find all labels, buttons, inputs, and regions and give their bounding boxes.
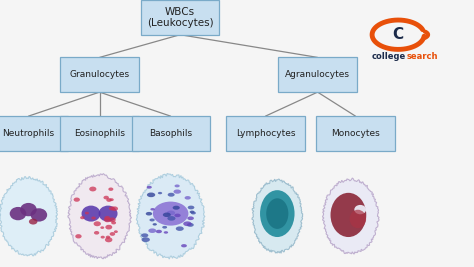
Ellipse shape — [82, 206, 100, 222]
Ellipse shape — [80, 216, 85, 219]
Polygon shape — [322, 178, 379, 254]
Ellipse shape — [350, 210, 366, 228]
Ellipse shape — [73, 198, 80, 202]
Ellipse shape — [191, 212, 196, 214]
Polygon shape — [0, 176, 57, 256]
Ellipse shape — [147, 193, 155, 197]
Ellipse shape — [109, 187, 113, 191]
Ellipse shape — [156, 230, 162, 233]
Ellipse shape — [105, 237, 112, 242]
Ellipse shape — [190, 211, 194, 213]
Ellipse shape — [93, 221, 101, 226]
Ellipse shape — [181, 244, 187, 248]
Text: Granulocytes: Granulocytes — [70, 70, 129, 79]
Ellipse shape — [158, 192, 162, 194]
FancyBboxPatch shape — [61, 57, 138, 92]
Text: Basophils: Basophils — [149, 129, 192, 138]
Ellipse shape — [164, 231, 168, 234]
Ellipse shape — [149, 218, 155, 221]
Ellipse shape — [260, 190, 294, 237]
Ellipse shape — [153, 223, 157, 226]
Polygon shape — [252, 179, 303, 253]
Polygon shape — [137, 174, 205, 259]
Text: Eosinophils: Eosinophils — [74, 129, 125, 138]
Ellipse shape — [103, 196, 109, 199]
FancyBboxPatch shape — [279, 57, 356, 92]
Ellipse shape — [99, 206, 118, 222]
Ellipse shape — [174, 184, 180, 187]
Ellipse shape — [173, 190, 181, 194]
Ellipse shape — [111, 206, 118, 211]
Ellipse shape — [142, 237, 150, 242]
Ellipse shape — [162, 226, 167, 229]
Ellipse shape — [109, 206, 115, 210]
FancyBboxPatch shape — [61, 116, 138, 151]
Ellipse shape — [94, 231, 99, 235]
Ellipse shape — [266, 198, 288, 229]
Ellipse shape — [150, 208, 155, 211]
Ellipse shape — [85, 212, 89, 214]
Ellipse shape — [184, 196, 191, 200]
Text: search: search — [407, 52, 438, 61]
Text: C: C — [392, 27, 404, 42]
Ellipse shape — [20, 203, 36, 216]
Text: Neutrophils: Neutrophils — [2, 129, 55, 138]
Ellipse shape — [114, 230, 118, 233]
Ellipse shape — [106, 235, 110, 239]
Ellipse shape — [104, 216, 110, 220]
Ellipse shape — [100, 226, 104, 229]
FancyBboxPatch shape — [227, 116, 304, 151]
Ellipse shape — [146, 212, 152, 215]
Ellipse shape — [163, 213, 171, 217]
Ellipse shape — [75, 234, 82, 238]
Ellipse shape — [29, 219, 37, 225]
Ellipse shape — [30, 208, 47, 222]
Ellipse shape — [188, 206, 194, 209]
Ellipse shape — [100, 236, 105, 239]
Ellipse shape — [89, 187, 96, 191]
Ellipse shape — [109, 232, 115, 236]
Ellipse shape — [111, 221, 116, 225]
Ellipse shape — [173, 206, 180, 210]
FancyBboxPatch shape — [0, 116, 67, 151]
Ellipse shape — [187, 223, 194, 227]
Ellipse shape — [105, 225, 112, 230]
Text: college: college — [372, 52, 406, 61]
Ellipse shape — [168, 193, 174, 197]
Polygon shape — [68, 174, 131, 259]
Ellipse shape — [183, 221, 191, 226]
Ellipse shape — [146, 186, 152, 189]
Ellipse shape — [148, 229, 156, 233]
Ellipse shape — [153, 202, 188, 226]
Ellipse shape — [9, 207, 27, 220]
Ellipse shape — [106, 198, 112, 202]
Ellipse shape — [91, 217, 96, 219]
Ellipse shape — [141, 233, 148, 237]
Text: Agranulocytes: Agranulocytes — [285, 70, 350, 79]
Text: WBCs
(Leukocytes): WBCs (Leukocytes) — [147, 7, 213, 28]
Ellipse shape — [174, 214, 181, 217]
Text: Monocytes: Monocytes — [331, 129, 380, 138]
FancyBboxPatch shape — [131, 116, 210, 151]
Ellipse shape — [167, 216, 175, 221]
FancyBboxPatch shape — [141, 0, 219, 35]
Ellipse shape — [176, 226, 184, 231]
Ellipse shape — [354, 205, 366, 214]
Ellipse shape — [167, 211, 175, 215]
Ellipse shape — [330, 193, 366, 237]
Text: Lymphocytes: Lymphocytes — [236, 129, 295, 138]
Ellipse shape — [109, 217, 116, 222]
Ellipse shape — [109, 198, 114, 201]
Ellipse shape — [104, 218, 111, 222]
FancyBboxPatch shape — [316, 116, 394, 151]
Ellipse shape — [187, 217, 194, 220]
